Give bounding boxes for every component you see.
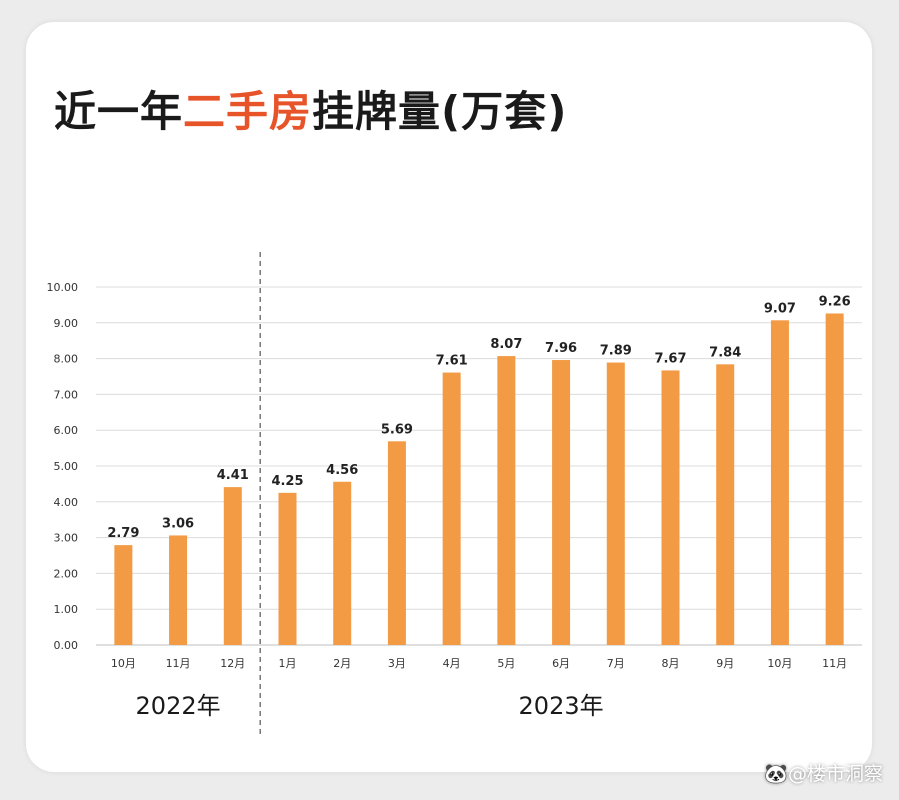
x-tick-label: 9月 <box>716 657 734 670</box>
x-tick-label: 11月 <box>166 657 191 670</box>
y-tick-label: 4.00 <box>54 496 79 509</box>
y-tick-label: 1.00 <box>54 603 79 616</box>
data-label: 7.89 <box>600 344 632 359</box>
bar <box>770 320 789 645</box>
chart-title: 近一年二手房挂牌量(万套) <box>54 82 567 142</box>
bar <box>606 362 625 645</box>
y-tick-label: 9.00 <box>54 317 79 330</box>
bar <box>223 487 242 645</box>
bar <box>169 535 188 645</box>
data-label: 4.41 <box>217 468 249 483</box>
y-tick-label: 3.00 <box>54 532 79 545</box>
bar <box>114 545 133 645</box>
x-tick-label: 10月 <box>111 657 136 670</box>
x-tick-label: 6月 <box>552 657 570 670</box>
data-label: 7.84 <box>709 345 741 360</box>
x-tick-label: 4月 <box>443 657 461 670</box>
data-label: 4.25 <box>271 474 303 489</box>
data-label: 9.26 <box>819 294 851 309</box>
x-tick-label: 8月 <box>662 657 680 670</box>
bar <box>442 372 461 645</box>
x-tick-label: 12月 <box>220 657 245 670</box>
bar <box>497 356 516 645</box>
data-label: 7.96 <box>545 341 577 356</box>
y-tick-label: 2.00 <box>54 567 79 580</box>
x-tick-label: 11月 <box>822 657 847 670</box>
bar <box>716 364 735 645</box>
x-tick-label: 10月 <box>767 657 792 670</box>
x-tick-label: 7月 <box>607 657 625 670</box>
bar <box>333 481 352 645</box>
bar <box>552 360 571 645</box>
data-label: 2.79 <box>107 526 139 541</box>
bar <box>825 313 844 645</box>
data-label: 8.07 <box>490 337 522 352</box>
bar <box>661 370 680 645</box>
year-group-label: 2022年 <box>136 692 221 720</box>
data-label: 9.07 <box>764 301 796 316</box>
data-label: 7.67 <box>654 351 686 366</box>
y-tick-label: 7.00 <box>54 388 79 401</box>
x-tick-label: 3月 <box>388 657 406 670</box>
y-tick-label: 10.00 <box>47 281 79 294</box>
y-tick-label: 6.00 <box>54 424 79 437</box>
x-tick-label: 2月 <box>333 657 351 670</box>
data-label: 4.56 <box>326 463 358 478</box>
title-highlight: 二手房 <box>183 87 313 136</box>
data-label: 3.06 <box>162 516 194 531</box>
y-tick-label: 5.00 <box>54 460 79 473</box>
x-tick-label: 5月 <box>497 657 515 670</box>
watermark: 🐼@楼市洞察 <box>764 763 883 785</box>
year-group-label: 2023年 <box>519 692 604 720</box>
data-label: 5.69 <box>381 422 413 437</box>
y-tick-label: 8.00 <box>54 353 79 366</box>
data-label: 7.61 <box>436 354 468 369</box>
y-tick-label: 0.00 <box>54 639 79 652</box>
title-pre: 近一年 <box>54 87 184 136</box>
title-post: 挂牌量(万套) <box>312 87 568 136</box>
x-tick-label: 1月 <box>279 657 297 670</box>
bar <box>278 492 297 645</box>
bar <box>387 441 406 645</box>
